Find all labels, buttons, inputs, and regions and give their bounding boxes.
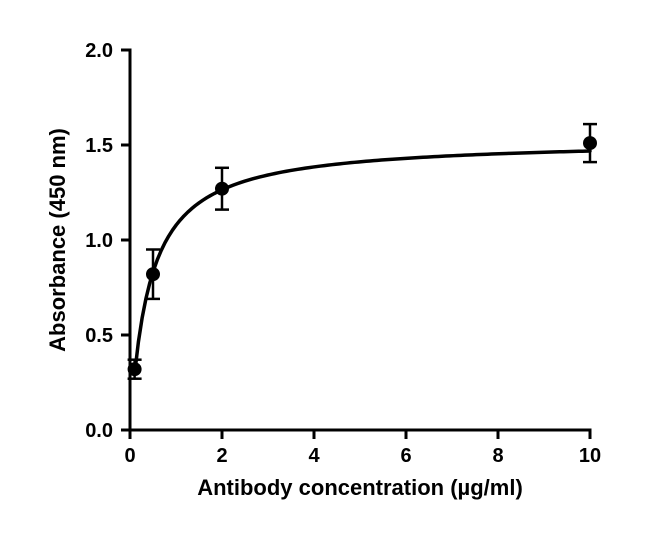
y-tick-label: 0.5 (85, 325, 113, 347)
chart-background (0, 0, 650, 542)
x-tick-label: 6 (400, 445, 411, 467)
x-axis-label: Antibody concentration (µg/ml) (197, 475, 523, 500)
data-point (146, 267, 160, 281)
y-tick-label: 1.5 (85, 135, 113, 157)
y-tick-label: 1.0 (85, 230, 113, 252)
x-tick-label: 8 (492, 445, 503, 467)
data-point (128, 362, 142, 376)
x-tick-label: 4 (308, 445, 320, 467)
x-tick-label: 10 (579, 445, 601, 467)
y-tick-label: 0.0 (85, 420, 113, 442)
data-point (583, 136, 597, 150)
data-point (215, 182, 229, 196)
y-tick-label: 2.0 (85, 40, 113, 62)
absorbance-chart: 0 2 4 6 8 10 0.0 0.5 1.0 1.5 2.0 Antibody concent… (0, 0, 650, 542)
chart-container: 0 2 4 6 8 10 0.0 0.5 1.0 1.5 2.0 Antibody concent… (0, 0, 650, 542)
x-tick-label: 0 (124, 445, 135, 467)
y-axis-label: Absorbance (450 nm) (45, 128, 70, 352)
x-tick-label: 2 (216, 445, 227, 467)
